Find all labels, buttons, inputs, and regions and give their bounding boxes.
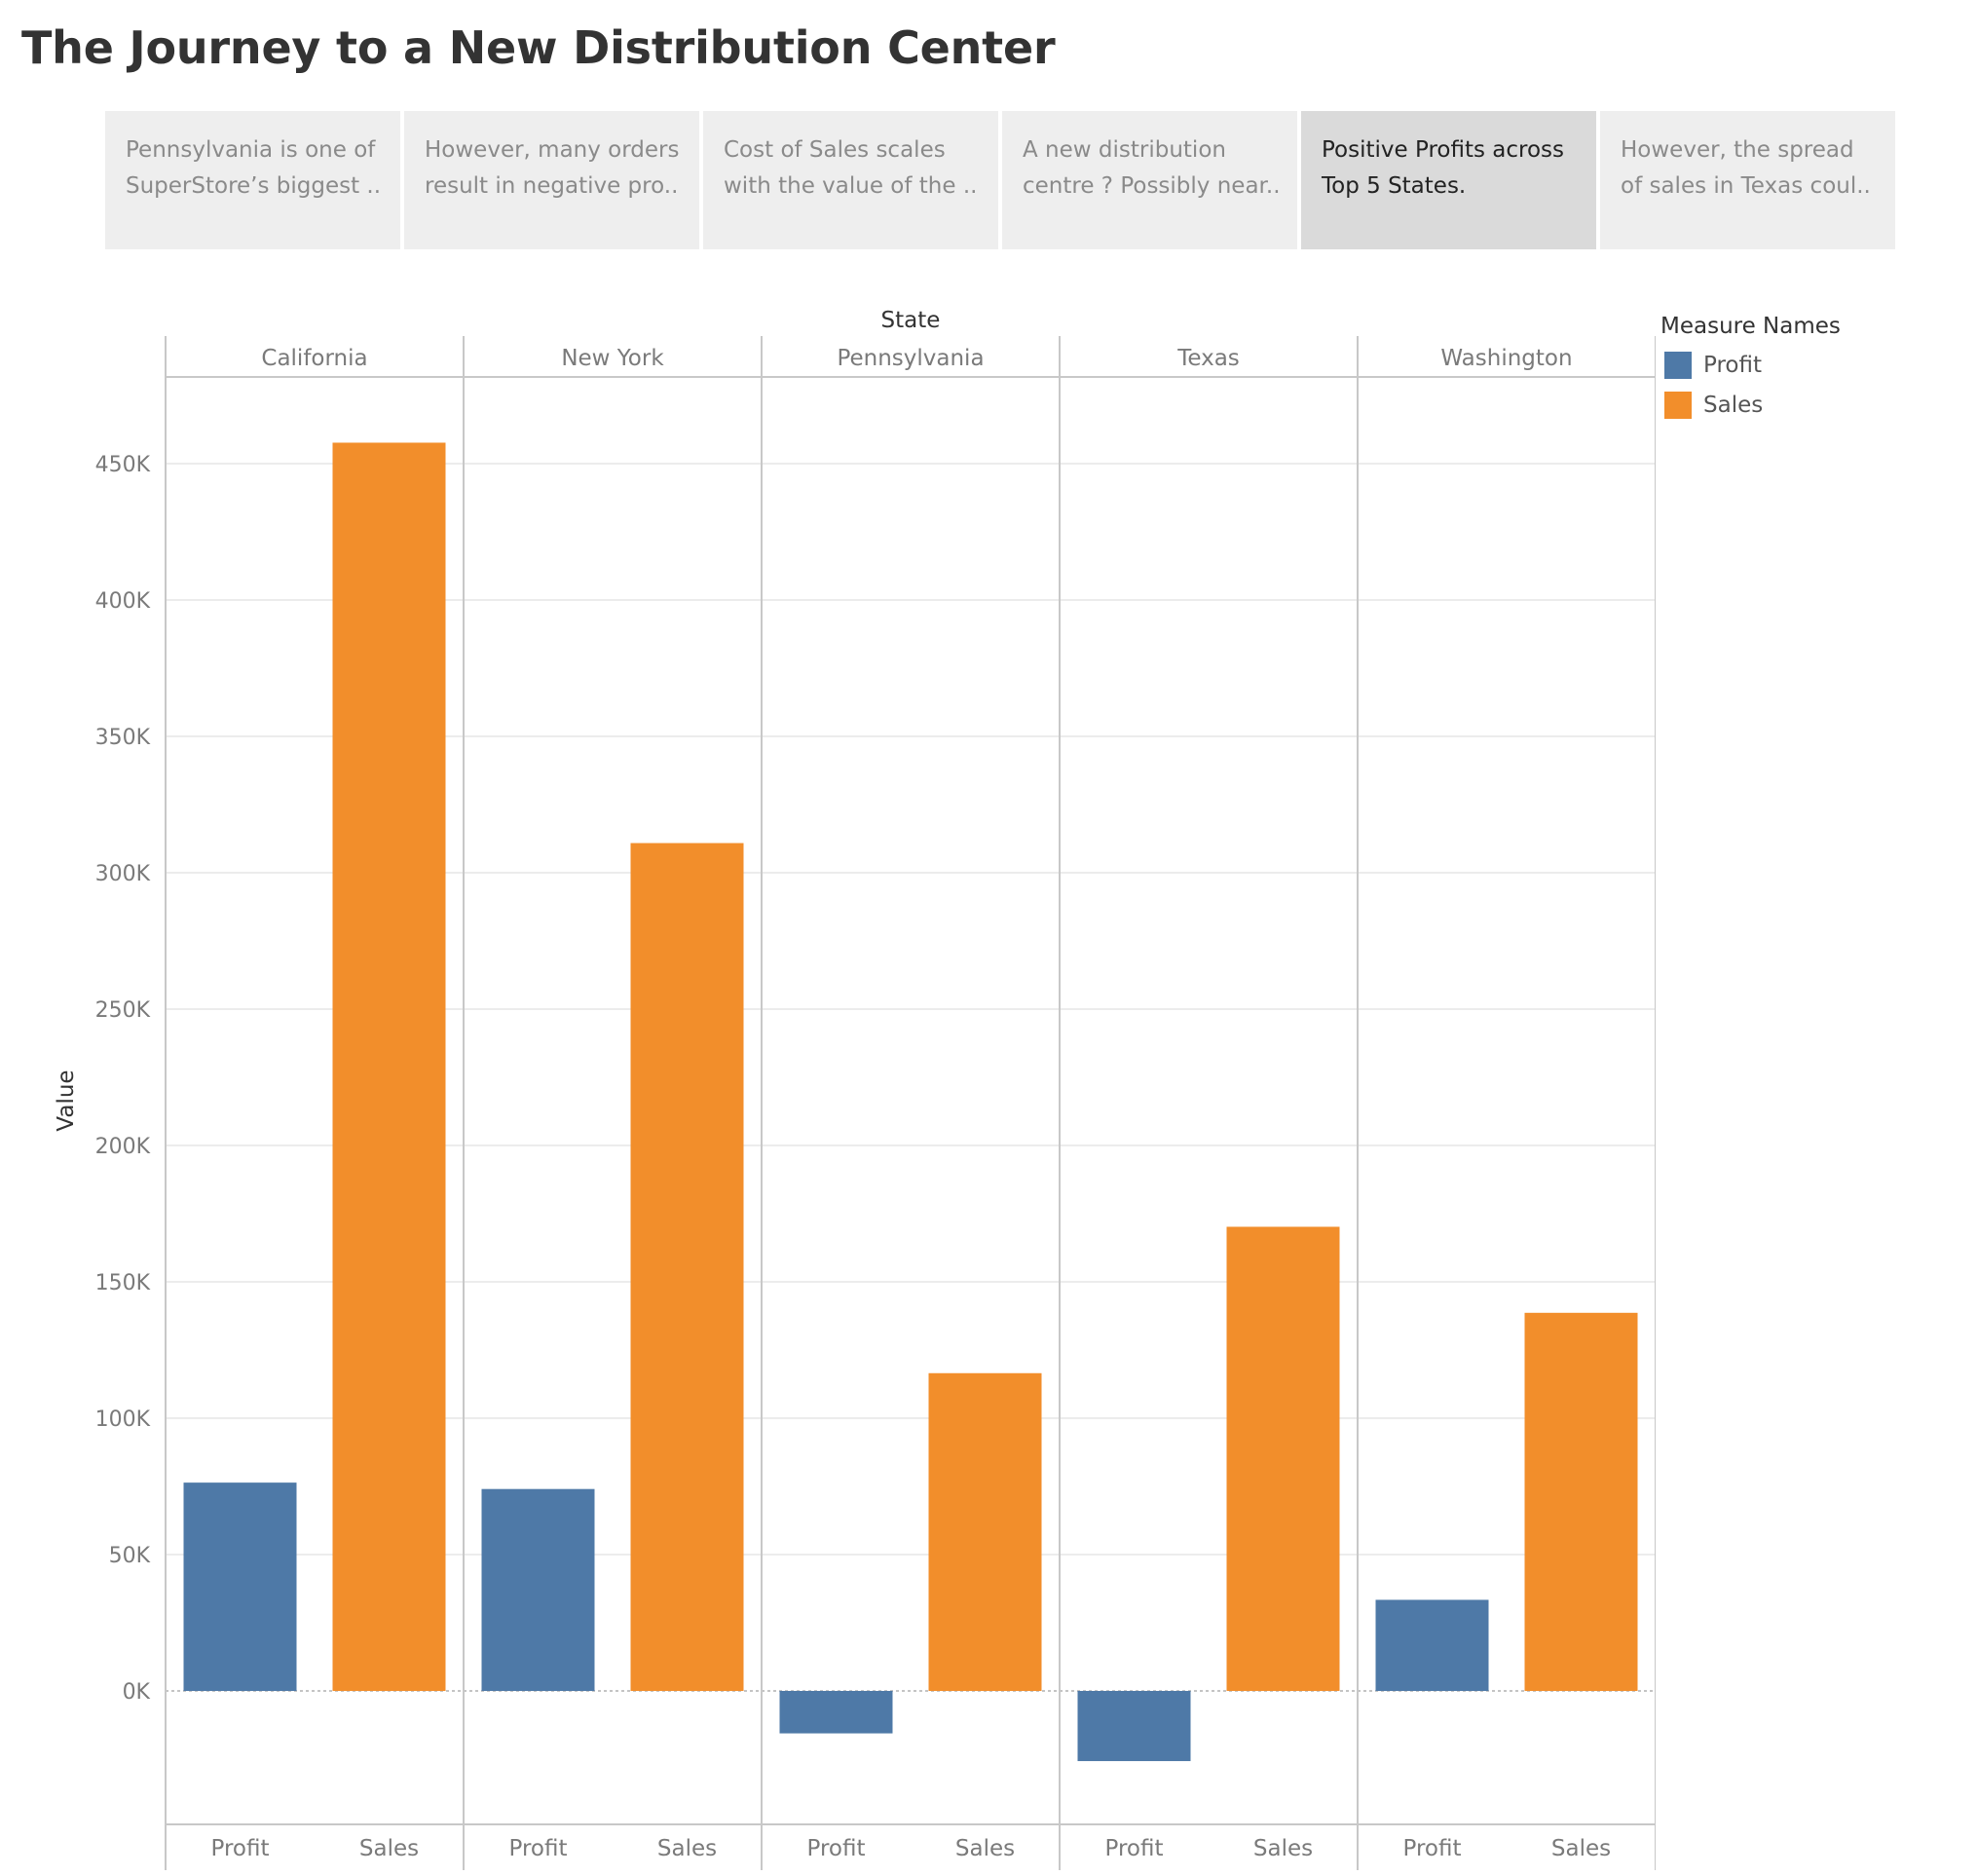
legend-swatch-profit [1664,351,1692,379]
story-point-4[interactable]: A new distribution centre ? Possibly nea… [1002,111,1297,249]
story-navigator: Pennsylvania is one of SuperStore’s bigg… [105,111,1899,249]
story-point-1[interactable]: Pennsylvania is one of SuperStore’s bigg… [105,111,400,249]
x-label-washington-profit: Profit [1403,1836,1462,1861]
column-header-title: State [881,308,941,333]
state-header-pennsylvania: Pennsylvania [837,346,984,371]
x-label-pennsylvania-profit: Profit [807,1836,866,1861]
bar-california-sales [332,442,446,1691]
y-tick-label-100k: 100K [95,1407,151,1432]
bar-new-york-profit [481,1488,595,1691]
legend-title: Measure Names [1660,314,1841,339]
x-label-texas-sales: Sales [1253,1836,1313,1861]
story-point-2[interactable]: However, many orders result in negative … [404,111,699,249]
y-tick-label-450k: 450K [95,453,151,477]
x-label-pennsylvania-sales: Sales [955,1836,1015,1861]
bar-pennsylvania-sales [928,1372,1042,1691]
legend-swatch-sales [1664,391,1692,419]
y-tick-label-50k: 50K [109,1544,151,1568]
state-header-washington: Washington [1440,346,1572,371]
x-label-california-sales: Sales [359,1836,419,1861]
y-tick-label-400k: 400K [95,589,151,614]
bar-washington-profit [1375,1599,1489,1691]
state-header-new-york: New York [561,346,664,371]
dashboard-title: The Journey to a New Distribution Center [21,21,1056,74]
x-label-california-profit: Profit [211,1836,270,1861]
legend: Measure Names Profit Sales [1660,314,1953,425]
bar-new-york-sales [630,843,744,1691]
y-tick-label-150k: 150K [95,1271,151,1295]
bar-chart: State 0K 50K 100K 150K 200K 250K 300K 350K 400K 45… [54,308,1656,1870]
state-header-california: California [261,346,367,371]
x-label-washington-sales: Sales [1551,1836,1611,1861]
bar-california-profit [183,1482,297,1691]
story-point-5-active[interactable]: Positive Profits across Top 5 States. [1301,111,1596,249]
y-tick-label-200k: 200K [95,1135,151,1159]
y-tick-label-350k: 350K [95,726,151,750]
story-point-6[interactable]: However, the spread of sales in Texas co… [1600,111,1895,249]
y-axis-title: Value [54,1069,79,1131]
legend-item-profit[interactable]: Profit [1660,345,1953,385]
x-label-texas-profit: Profit [1105,1836,1164,1861]
legend-label-sales: Sales [1703,392,1764,418]
story-point-3[interactable]: Cost of Sales scales with the value of t… [703,111,998,249]
state-header-texas: Texas [1176,346,1240,371]
y-tick-label-0k: 0K [123,1680,151,1705]
x-label-new-york-profit: Profit [509,1836,568,1861]
bar-pennsylvania-profit [779,1691,893,1734]
bar-washington-sales [1524,1312,1638,1691]
bar-texas-profit [1077,1691,1191,1762]
x-label-new-york-sales: Sales [657,1836,717,1861]
legend-label-profit: Profit [1703,352,1762,378]
bar-texas-sales [1226,1226,1340,1691]
y-tick-label-300k: 300K [95,862,151,886]
y-tick-label-250k: 250K [95,998,151,1023]
legend-item-sales[interactable]: Sales [1660,385,1953,425]
